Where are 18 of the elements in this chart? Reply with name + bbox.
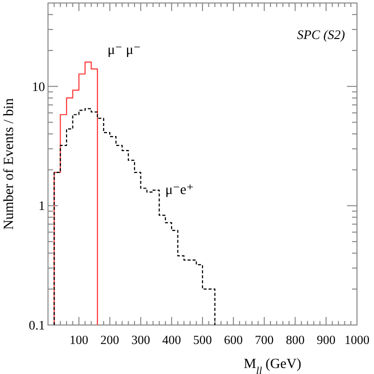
x-tick-label: 800 — [286, 333, 305, 347]
x-tick-label: 200 — [100, 333, 120, 347]
x-tick-label: 500 — [193, 333, 212, 347]
y-tick-label: 0.1 — [28, 318, 45, 332]
y-tick-label: 10 — [32, 78, 45, 94]
annotation: SPC (S2) — [296, 27, 345, 42]
x-tick-label: 1000 — [344, 333, 370, 347]
x-tick-label: 600 — [224, 333, 243, 347]
x-tick-label: 300 — [131, 333, 150, 347]
x-tick-label: 100 — [70, 333, 88, 347]
series-label: μ⁻ μ⁻ — [107, 43, 141, 58]
x-tick-label: 900 — [316, 333, 336, 347]
y-tick-label: 1 — [38, 198, 45, 214]
x-tick-label: 700 — [254, 333, 274, 347]
series-label: μ⁻e⁺ — [165, 183, 194, 198]
y-axis-title: Number of Events / bin — [2, 98, 17, 230]
x-tick-label: 400 — [162, 333, 181, 347]
x-axis-title: M$_{ll}$ (GeV) — [244, 357, 302, 374]
